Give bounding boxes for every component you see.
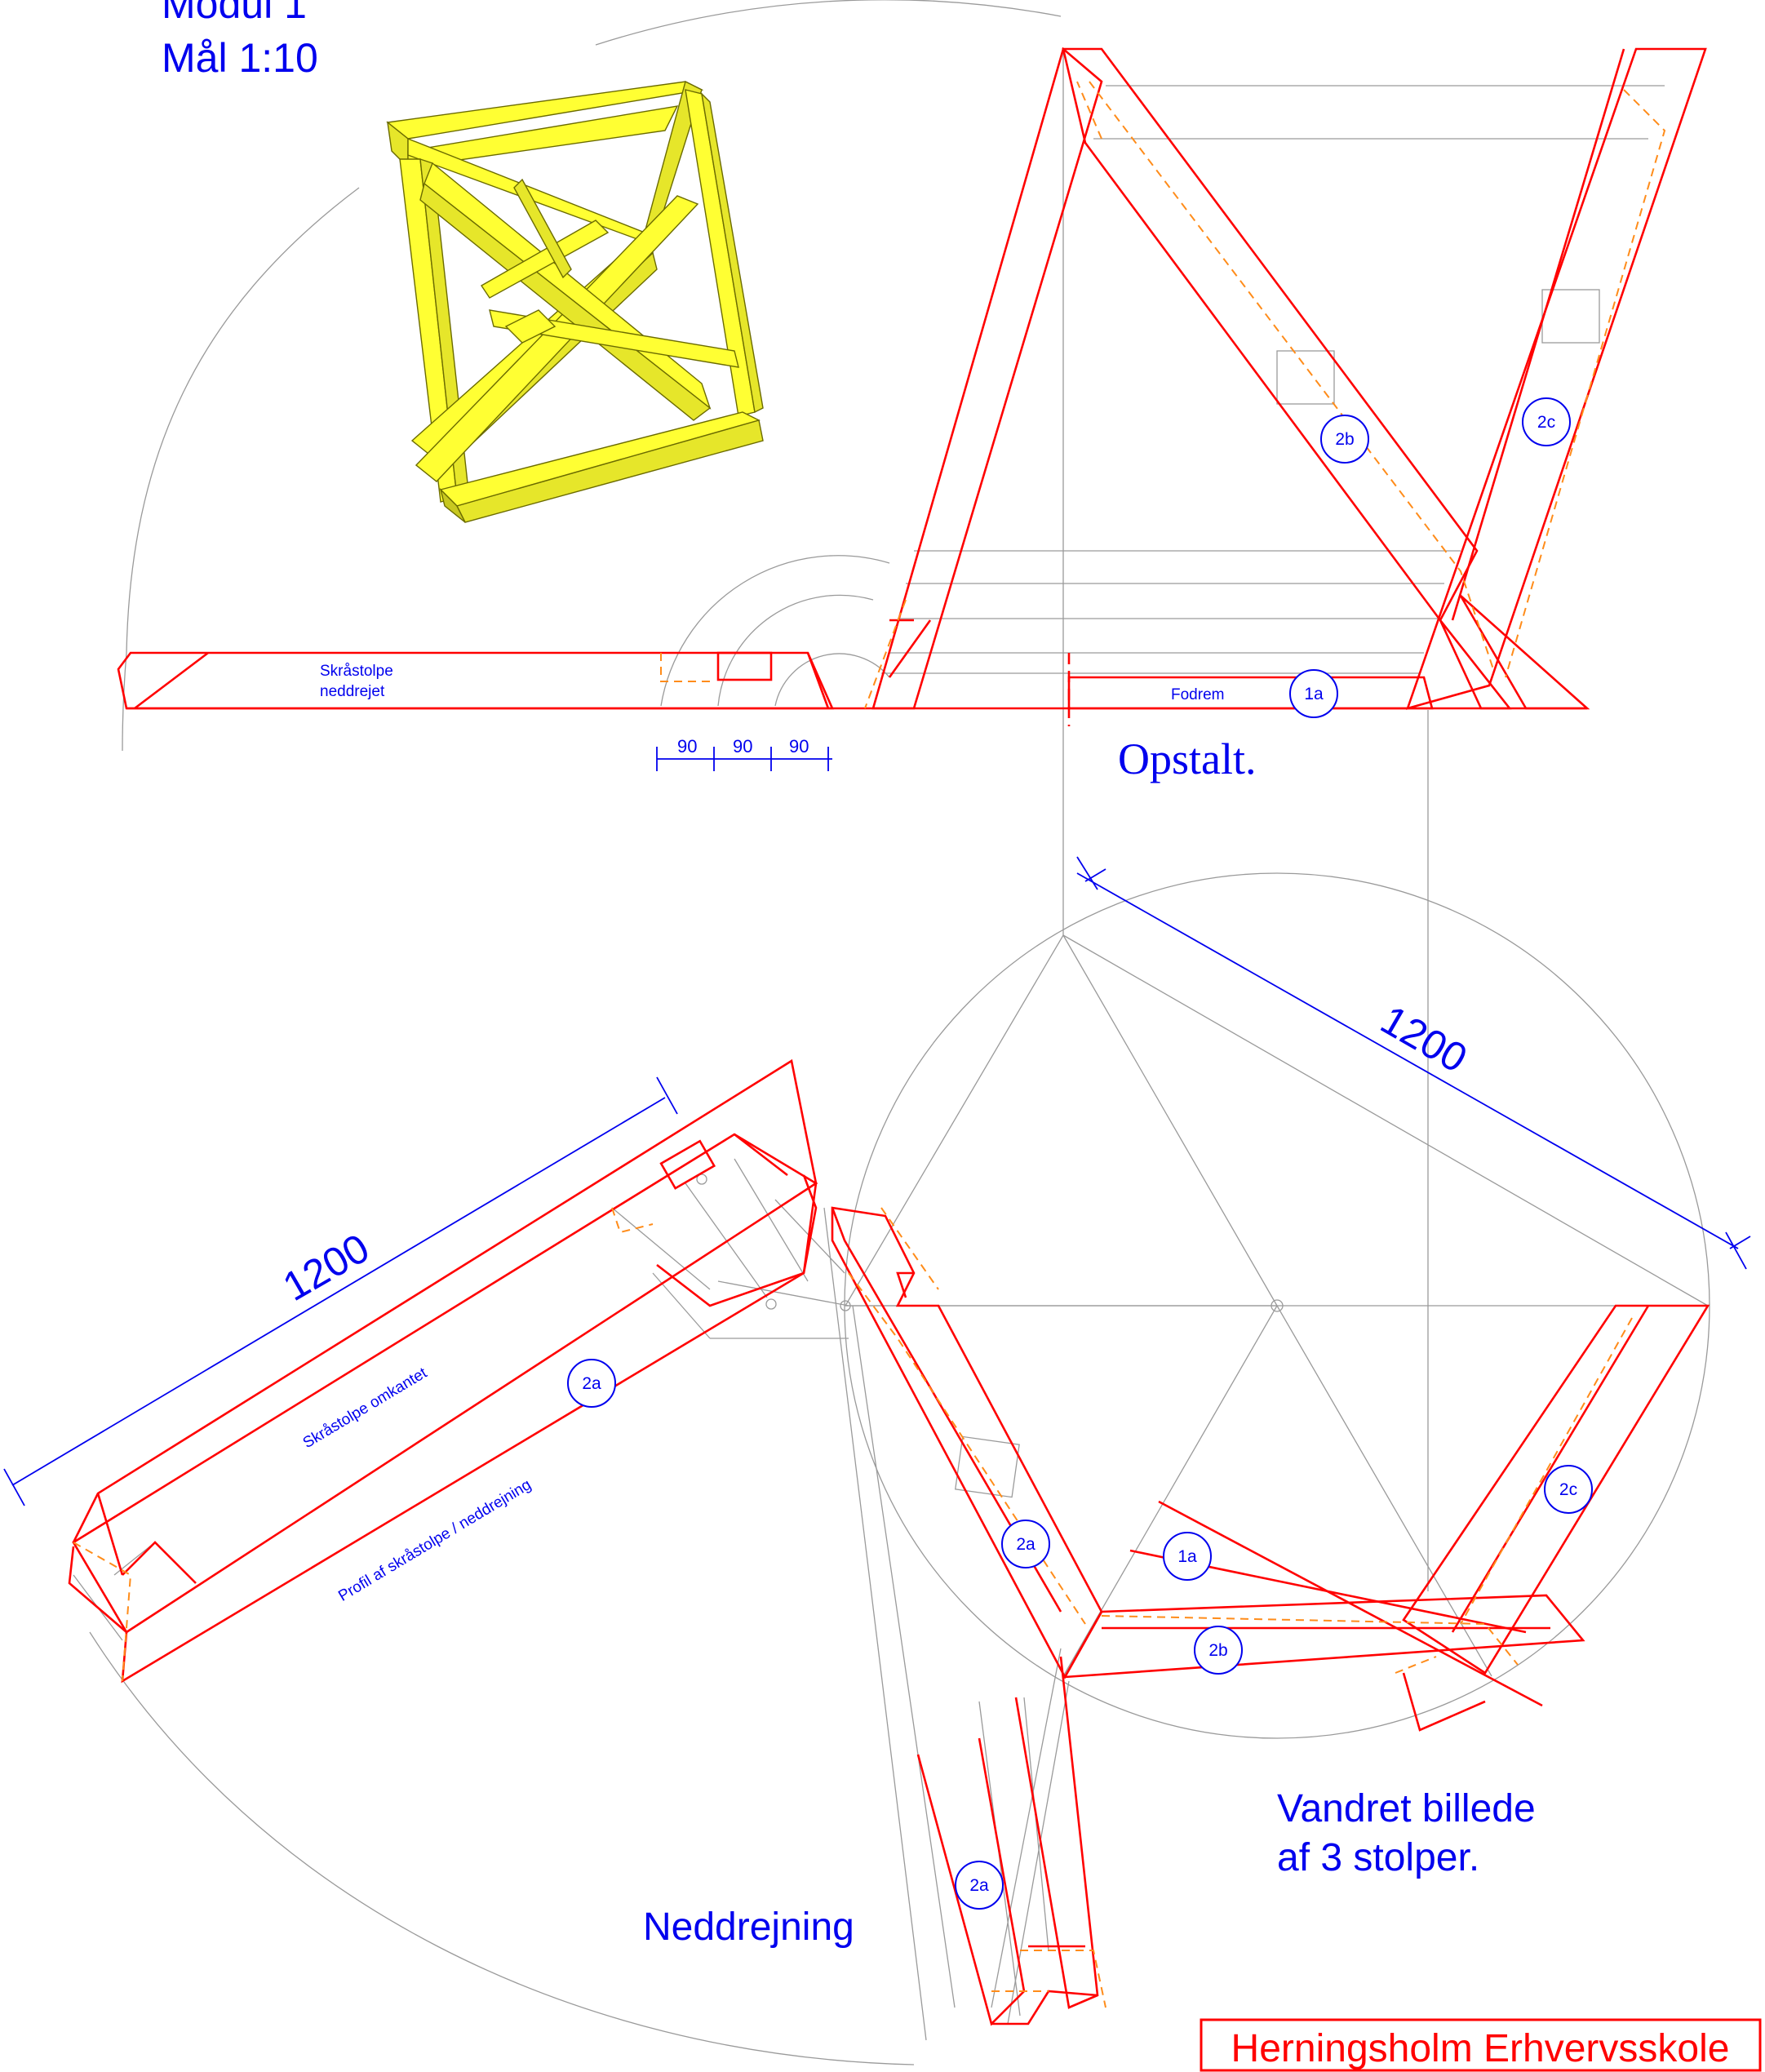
svg-text:2a: 2a: [582, 1374, 601, 1393]
rotated-strut-label-1: Skråstolpe: [320, 663, 393, 680]
module-title: Modul 1: [162, 0, 307, 27]
marker-1a-elevation: 1a: [1289, 669, 1338, 718]
rotated-strut-label-2: neddrejet: [320, 683, 385, 700]
marker-1a-plan: 1a: [1163, 1532, 1212, 1581]
marker-2c-elevation: 2c: [1522, 397, 1571, 446]
elevation-title: Opstalt.: [1118, 734, 1257, 783]
marker-2a-lower: 2a: [955, 1861, 1004, 1910]
rotation-title: Neddrejning: [643, 1906, 854, 1949]
dim-90-b: 90: [733, 736, 752, 756]
marker-2b-plan: 2b: [1194, 1626, 1243, 1675]
marker-2b-elevation: 2b: [1320, 415, 1369, 464]
strut-edge-label: Skråstolpe omkantet: [300, 1364, 431, 1453]
dim-90-a: 90: [677, 736, 697, 756]
plan-title-1: Vandret billede: [1277, 1787, 1536, 1830]
svg-text:1a: 1a: [1304, 685, 1324, 703]
school-stamp: Herningsholm Erhvervsskole: [1200, 2018, 1762, 2072]
svg-text:2b: 2b: [1335, 430, 1354, 449]
svg-text:2a: 2a: [1016, 1535, 1035, 1554]
dimension-lines: [3, 747, 1751, 1506]
octahedron-model: [386, 80, 764, 523]
marker-2a-rotation: 2a: [567, 1359, 616, 1408]
sill-label: Fodrem: [1171, 686, 1224, 703]
guide-lines: [73, 0, 1710, 2065]
plan-title-2: af 3 stolper.: [1277, 1836, 1479, 1879]
svg-text:2b: 2b: [1208, 1641, 1227, 1660]
svg-text:2c: 2c: [1559, 1480, 1577, 1499]
dim-90-c: 90: [789, 736, 809, 756]
marker-2a-plan: 2a: [1001, 1520, 1050, 1568]
plan-span-dim: 1200: [1373, 996, 1475, 1081]
svg-text:2a: 2a: [969, 1876, 989, 1895]
scale-label: Mål 1:10: [162, 35, 318, 81]
strut-profile-label: Profil af skråstolpe / neddrejning: [335, 1476, 534, 1605]
text-labels: Modul 1 Mål 1:10 Skråstolpe neddrejet Fo…: [162, 0, 1536, 1949]
rotation-view: [68, 1058, 818, 1684]
school-name: Herningsholm Erhvervsskole: [1231, 2027, 1730, 2070]
svg-text:2c: 2c: [1537, 413, 1555, 432]
rotated-strut-lower: [916, 1656, 1106, 2026]
rotation-span-dim: 1200: [275, 1225, 376, 1310]
svg-text:1a: 1a: [1177, 1547, 1197, 1566]
elevation-view: [117, 47, 1707, 726]
marker-2c-plan: 2c: [1544, 1465, 1593, 1514]
position-markers: 1a 2b 2c 2a 2a 1a 2b 2c: [567, 397, 1593, 1910]
